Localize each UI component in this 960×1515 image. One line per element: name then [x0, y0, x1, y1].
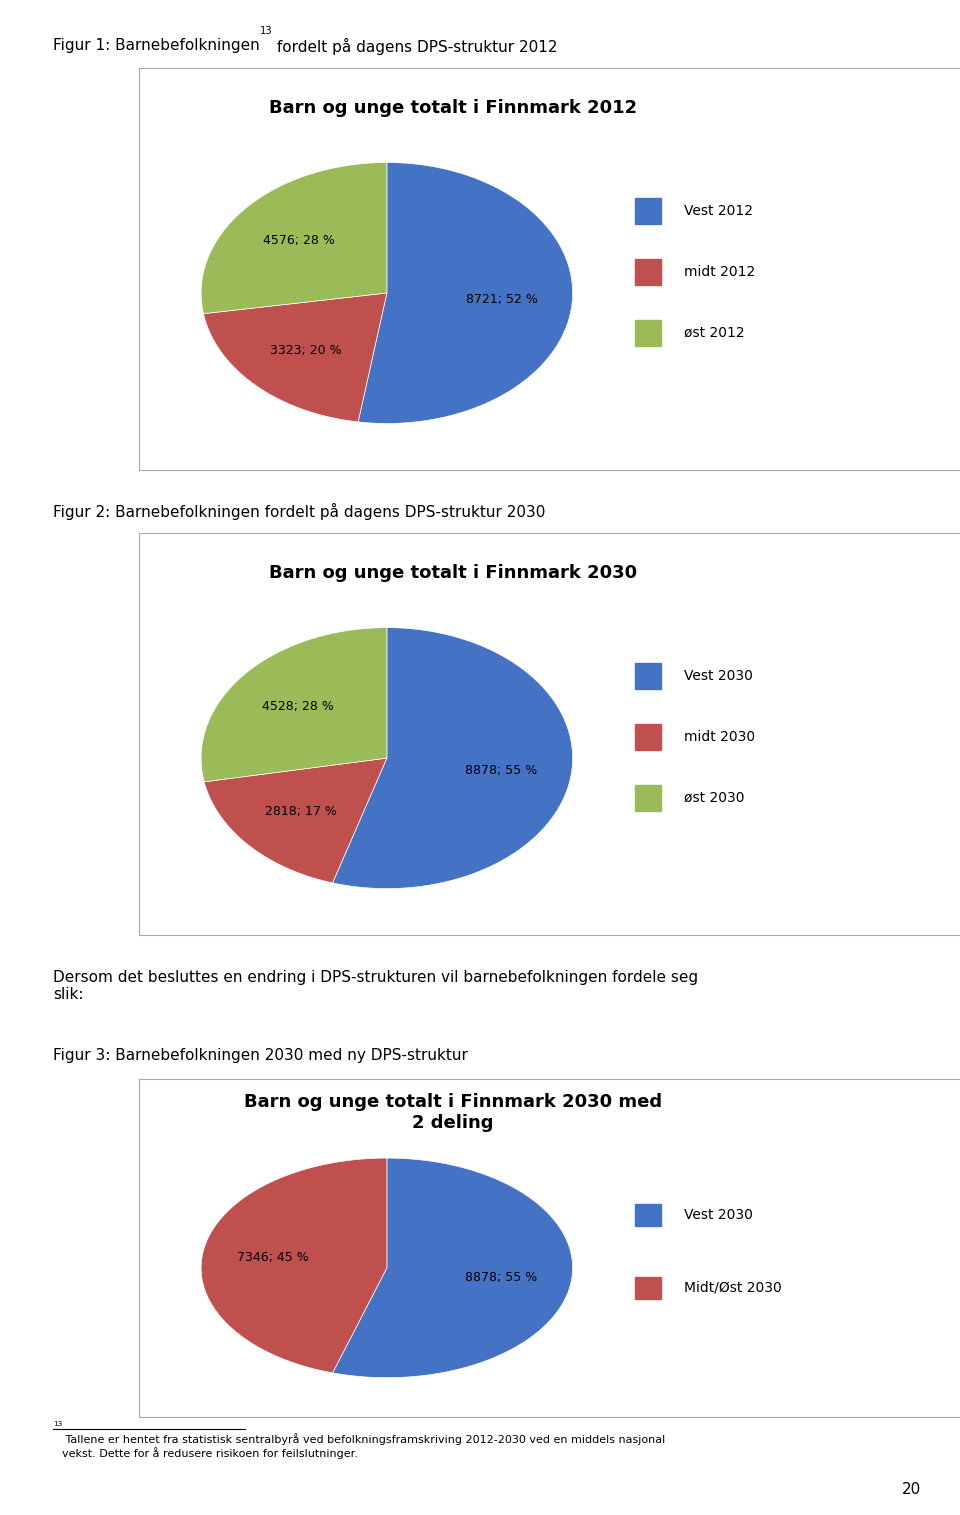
Text: Barn og unge totalt i Finnmark 2012: Barn og unge totalt i Finnmark 2012	[269, 100, 637, 117]
Text: Barn og unge totalt i Finnmark 2030 med
2 deling: Barn og unge totalt i Finnmark 2030 med …	[244, 1092, 662, 1132]
Text: Midt/Øst 2030: Midt/Øst 2030	[684, 1282, 781, 1295]
Text: fordelt på dagens DPS-struktur 2012: fordelt på dagens DPS-struktur 2012	[273, 38, 558, 55]
Text: Barn og unge totalt i Finnmark 2030: Barn og unge totalt i Finnmark 2030	[269, 565, 637, 582]
Text: 20: 20	[902, 1482, 922, 1497]
Text: 13: 13	[259, 26, 273, 36]
Polygon shape	[204, 758, 387, 883]
Polygon shape	[358, 162, 572, 424]
Text: 2818; 17 %: 2818; 17 %	[265, 806, 337, 818]
Text: Tallene er hentet fra statistisk sentralbyrå ved befolkningsframskriving 2012-20: Tallene er hentet fra statistisk sentral…	[62, 1433, 665, 1459]
Bar	[635, 320, 660, 345]
Polygon shape	[204, 292, 387, 421]
Text: 13: 13	[53, 1421, 62, 1427]
Bar	[635, 1203, 660, 1226]
Text: 3323; 20 %: 3323; 20 %	[270, 344, 342, 358]
Text: Figur 1: Barnebefolkningen: Figur 1: Barnebefolkningen	[53, 38, 259, 53]
Text: Vest 2030: Vest 2030	[684, 670, 753, 683]
Text: Vest 2030: Vest 2030	[684, 1207, 753, 1221]
Text: 4528; 28 %: 4528; 28 %	[262, 700, 334, 714]
Text: 7346; 45 %: 7346; 45 %	[237, 1251, 309, 1265]
Polygon shape	[202, 1157, 387, 1373]
Text: Figur 3: Barnebefolkningen 2030 med ny DPS-struktur: Figur 3: Barnebefolkningen 2030 med ny D…	[53, 1048, 468, 1064]
Text: 8878; 55 %: 8878; 55 %	[465, 1271, 537, 1285]
Text: midt 2030: midt 2030	[684, 730, 756, 744]
Text: øst 2012: øst 2012	[684, 326, 745, 339]
Text: Figur 2: Barnebefolkningen fordelt på dagens DPS-struktur 2030: Figur 2: Barnebefolkningen fordelt på da…	[53, 503, 545, 520]
Text: 8878; 55 %: 8878; 55 %	[465, 764, 537, 777]
Text: 4576; 28 %: 4576; 28 %	[263, 233, 335, 247]
Text: midt 2012: midt 2012	[684, 265, 756, 279]
Bar	[635, 1277, 660, 1298]
Bar	[635, 259, 660, 285]
Text: Vest 2012: Vest 2012	[684, 205, 753, 218]
Polygon shape	[332, 627, 572, 889]
Bar	[635, 785, 660, 811]
Polygon shape	[202, 627, 387, 782]
Bar	[635, 724, 660, 750]
Polygon shape	[202, 162, 387, 314]
Bar	[635, 198, 660, 224]
Polygon shape	[332, 1157, 572, 1377]
Bar	[635, 664, 660, 689]
Text: Dersom det besluttes en endring i DPS-strukturen vil barnebefolkningen fordele s: Dersom det besluttes en endring i DPS-st…	[53, 970, 698, 1001]
Text: øst 2030: øst 2030	[684, 791, 744, 804]
Text: 8721; 52 %: 8721; 52 %	[466, 292, 538, 306]
